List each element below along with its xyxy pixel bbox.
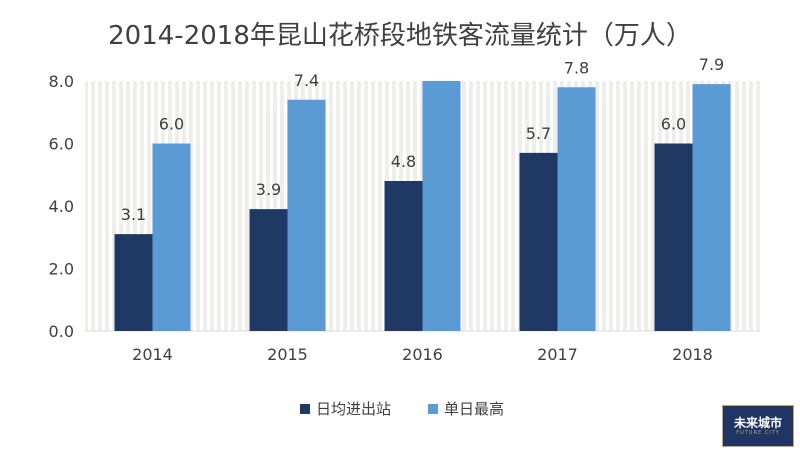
bar-single-day-max — [287, 99, 326, 331]
data-label: 7.4 — [294, 71, 319, 90]
x-axis: 2014 2015 2016 2017 2018 — [85, 330, 760, 364]
x-tick-label: 2017 — [537, 345, 578, 364]
bars — [114, 81, 731, 331]
data-label: 6.0 — [661, 115, 686, 134]
data-label: 4.8 — [391, 152, 416, 171]
brand-logo-subtext: FUTURE CITY — [736, 429, 780, 436]
data-label: 7.9 — [699, 55, 724, 74]
legend-label: 单日最高 — [444, 400, 504, 418]
bar-single-day-max — [557, 87, 596, 331]
y-tick-label: 6.0 — [49, 135, 74, 154]
legend-swatch — [300, 404, 310, 414]
bar-daily-average — [519, 152, 558, 331]
brand-logo: 未来城市 FUTURE CITY — [722, 405, 794, 447]
bar-daily-average — [654, 143, 693, 331]
legend: 日均进出站 单日最高 — [300, 400, 504, 418]
bar-daily-average — [249, 209, 288, 331]
y-tick-label: 2.0 — [49, 260, 74, 279]
bar-daily-average — [114, 234, 153, 331]
data-label: 6.0 — [159, 115, 184, 134]
data-label: 5.7 — [526, 124, 551, 143]
brand-logo-text: 未来城市 — [733, 415, 782, 430]
x-tick-label: 2016 — [402, 345, 443, 364]
data-labels: 3.1 6.0 3.9 7.4 4.8 5.7 7.8 6.0 7.9 — [121, 55, 724, 224]
chart-title: 2014-2018年昆山花桥段地铁客流量统计（万人） — [108, 21, 692, 51]
data-label: 7.8 — [564, 58, 589, 77]
data-label: 3.1 — [121, 205, 146, 224]
data-label: 3.9 — [256, 180, 281, 199]
bar-single-day-max — [152, 143, 191, 331]
y-tick-label: 8.0 — [49, 72, 74, 91]
y-axis: 0.0 2.0 4.0 6.0 8.0 — [49, 72, 74, 341]
x-tick-label: 2014 — [132, 345, 173, 364]
bar-daily-average — [384, 181, 423, 331]
y-tick-label: 0.0 — [49, 322, 74, 341]
x-tick-label: 2018 — [672, 345, 713, 364]
legend-label: 日均进出站 — [316, 400, 391, 418]
bar-single-day-max — [422, 81, 461, 331]
y-tick-label: 4.0 — [49, 197, 74, 216]
bar-single-day-max — [692, 84, 731, 331]
legend-swatch — [428, 404, 438, 414]
x-tick-label: 2015 — [267, 345, 308, 364]
